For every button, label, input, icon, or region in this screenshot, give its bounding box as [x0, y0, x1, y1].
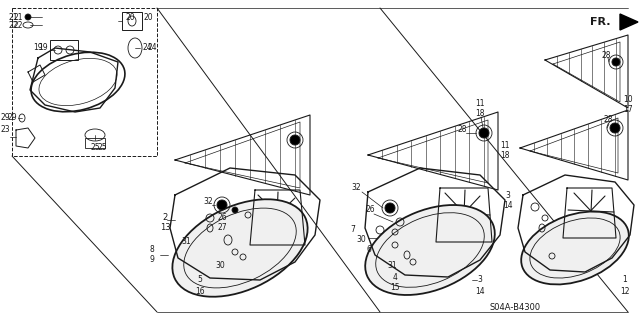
Text: 18: 18 — [500, 151, 509, 160]
Text: 15: 15 — [390, 284, 400, 293]
Text: 31: 31 — [181, 238, 191, 247]
Text: 11: 11 — [476, 99, 484, 108]
Text: 16: 16 — [195, 286, 205, 295]
Text: 29: 29 — [1, 114, 10, 122]
Bar — [50, 40, 78, 60]
Bar — [122, 12, 142, 30]
Text: 26: 26 — [365, 205, 375, 214]
Text: FR.: FR. — [590, 17, 611, 27]
Text: S04A-B4300: S04A-B4300 — [490, 302, 541, 311]
Bar — [12, 8, 157, 156]
Text: 32: 32 — [351, 183, 361, 192]
Ellipse shape — [610, 123, 620, 133]
Ellipse shape — [172, 199, 308, 297]
Text: 14: 14 — [503, 202, 513, 211]
Text: 28: 28 — [601, 50, 611, 60]
Ellipse shape — [612, 58, 620, 66]
Ellipse shape — [385, 203, 395, 213]
Text: 21: 21 — [8, 12, 18, 21]
Text: 10: 10 — [623, 95, 633, 105]
Text: 24: 24 — [142, 42, 152, 51]
Ellipse shape — [232, 207, 238, 213]
Text: 2: 2 — [163, 212, 168, 221]
Text: 25: 25 — [90, 143, 100, 152]
Text: 9: 9 — [150, 256, 154, 264]
Text: 3: 3 — [506, 190, 511, 199]
Text: 29: 29 — [7, 114, 17, 122]
Text: 19: 19 — [33, 42, 43, 51]
Ellipse shape — [217, 200, 227, 210]
Text: 5: 5 — [198, 276, 202, 285]
Text: 18: 18 — [476, 108, 484, 117]
Text: 8: 8 — [150, 246, 154, 255]
Text: 25: 25 — [98, 144, 108, 152]
Text: 1: 1 — [623, 276, 627, 285]
Text: 11: 11 — [500, 140, 509, 150]
Text: 14: 14 — [475, 286, 485, 295]
Text: 12: 12 — [620, 286, 630, 295]
Text: 24: 24 — [148, 43, 157, 53]
Text: 28: 28 — [604, 115, 612, 124]
Ellipse shape — [290, 135, 300, 145]
Text: 19: 19 — [38, 42, 48, 51]
Ellipse shape — [365, 205, 495, 295]
Bar — [85, 138, 105, 148]
Text: 27: 27 — [217, 224, 227, 233]
Text: 30: 30 — [215, 261, 225, 270]
Text: 30: 30 — [356, 235, 366, 244]
Ellipse shape — [479, 128, 489, 138]
Text: 4: 4 — [392, 273, 397, 283]
Text: 7: 7 — [351, 226, 355, 234]
Text: 22: 22 — [13, 20, 23, 29]
Text: 3: 3 — [477, 276, 483, 285]
Text: 26: 26 — [217, 213, 227, 222]
Ellipse shape — [521, 211, 629, 285]
Text: 28: 28 — [457, 125, 467, 135]
Text: 21: 21 — [13, 12, 23, 21]
Text: 23: 23 — [1, 125, 10, 135]
Ellipse shape — [25, 14, 31, 20]
Text: 6: 6 — [367, 246, 371, 255]
Text: 13: 13 — [160, 224, 170, 233]
Text: 22: 22 — [8, 20, 18, 29]
Text: 20: 20 — [125, 12, 135, 21]
Text: 17: 17 — [623, 106, 633, 115]
Polygon shape — [620, 14, 638, 30]
Text: 31: 31 — [387, 261, 397, 270]
Text: 32: 32 — [203, 197, 213, 206]
Text: 20: 20 — [143, 12, 152, 21]
